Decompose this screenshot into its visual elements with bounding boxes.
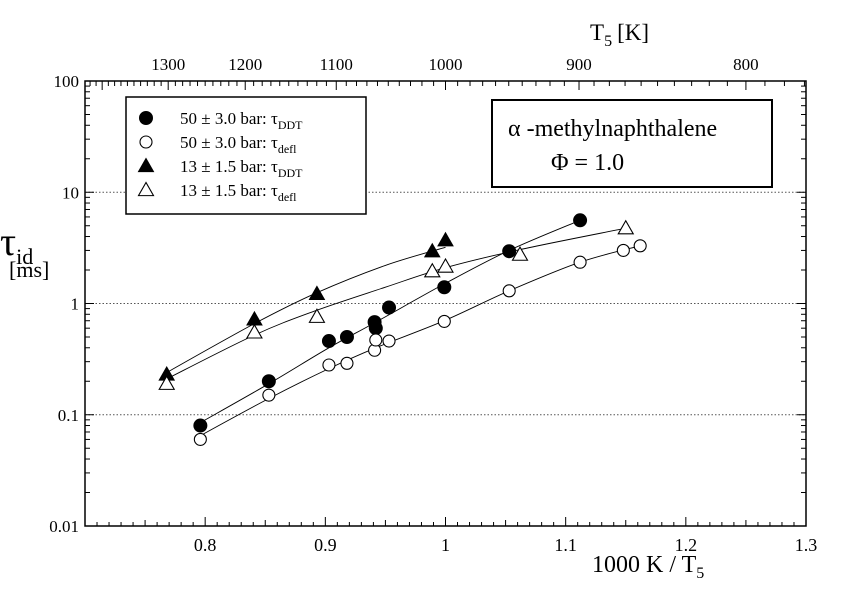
phi-label: Φ = 1.0	[551, 150, 624, 176]
annotation-box	[491, 99, 773, 188]
series-2-point	[437, 314, 451, 328]
legend-box	[125, 96, 367, 215]
compound-label: α -methylnaphthalene	[508, 116, 717, 142]
series-3-point	[423, 242, 441, 258]
top-axis-title: T5 [K]	[590, 20, 649, 50]
series-2-point	[502, 284, 516, 298]
top-tick-label: 800	[733, 55, 759, 74]
series-4-point	[423, 262, 441, 278]
x-tick-label: 1.1	[554, 535, 577, 555]
series-2-point	[262, 388, 276, 402]
series-1-point	[502, 244, 517, 259]
y-tick-label: 1	[71, 295, 80, 314]
y-axis-unit: [ms]	[9, 257, 49, 282]
data-markers	[158, 213, 647, 446]
series-2-point	[193, 432, 207, 446]
series-1-point	[368, 321, 383, 336]
series-2-point	[369, 333, 383, 347]
series-3-point	[437, 231, 454, 247]
top-tick-label: 1200	[228, 55, 262, 74]
series-1-point	[261, 374, 276, 389]
series-1-point	[321, 334, 336, 349]
legend-marker-4	[137, 181, 155, 197]
x-tick-label: 1	[441, 535, 450, 555]
x-tick-label: 0.9	[314, 535, 337, 555]
top-tick-label: 1300	[151, 55, 185, 74]
series-4-point	[158, 375, 176, 390]
series-1-point	[193, 418, 208, 433]
legend-label-2: 50 ± 3.0 bar: τdefl	[180, 133, 297, 156]
x-axis-title: 1000 K / T5	[592, 552, 704, 582]
legend-marker-3	[137, 157, 155, 173]
top-tick-label: 1000	[429, 55, 463, 74]
series-2-point	[633, 239, 647, 253]
legend-marker-1	[139, 111, 153, 125]
top-tick-label: 1100	[320, 55, 353, 74]
legend-label-1: 50 ± 3.0 bar: τDDT	[180, 109, 303, 132]
legend-markers	[137, 111, 155, 197]
legend-label-4: 13 ± 1.5 bar: τdefl	[180, 181, 297, 204]
x-tick-label: 1.2	[675, 535, 698, 555]
series-2-point	[573, 255, 587, 269]
series-2-point	[322, 358, 336, 372]
y-tick-label: 100	[54, 72, 80, 91]
y-tick-label: 0.01	[49, 517, 79, 536]
y-tick-label: 0.1	[58, 406, 79, 425]
series-4-point	[245, 323, 263, 339]
legend-marker-2	[139, 135, 153, 149]
y-axis-title: τid	[0, 219, 33, 269]
axis-ticks: 0.01 0.1 1 10 100 0.8 0.9 1 1.1 1.2 1.3 1300 1200 110…	[49, 55, 817, 555]
series-4-point	[511, 246, 529, 261]
top-tick-label: 900	[566, 55, 592, 74]
series-2-point	[616, 243, 630, 257]
series-4-point	[437, 257, 454, 273]
y-tick-label: 10	[62, 183, 79, 202]
legend-label-3: 13 ± 1.5 bar: τDDT	[180, 157, 303, 180]
series-1-point	[437, 280, 452, 295]
series-1-point	[382, 300, 397, 315]
series-2-point	[382, 334, 396, 348]
x-tick-label: 1.3	[795, 535, 818, 555]
series-4-point	[308, 308, 326, 323]
series-3-point	[308, 285, 326, 301]
annotation: α -methylnaphthalene Φ = 1.0	[491, 99, 773, 188]
series-1-point	[573, 213, 588, 228]
series-4-point	[617, 219, 635, 235]
series-2-point	[340, 356, 354, 370]
x-tick-label: 0.8	[194, 535, 217, 555]
series-1-point	[339, 329, 354, 344]
legend: 50 ± 3.0 bar: τDDT 50 ± 3.0 bar: τdefl 1…	[125, 96, 367, 215]
